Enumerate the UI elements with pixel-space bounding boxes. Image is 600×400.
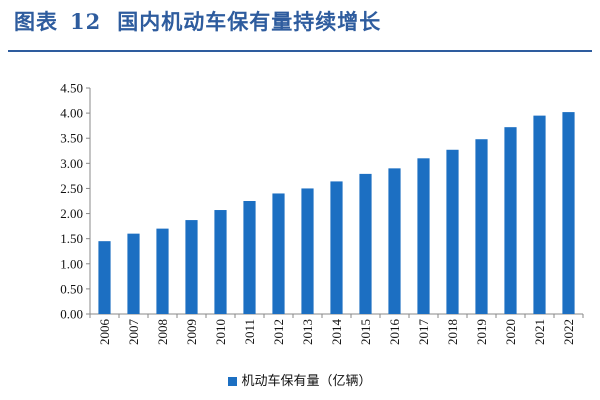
- legend-swatch: [228, 377, 238, 386]
- y-tick-label: 0.50: [60, 281, 83, 296]
- x-tick-label-2009: 2009: [184, 319, 199, 345]
- figure-title: 图表 12 国内机动车保有量持续增长: [14, 6, 381, 36]
- title-underline: [8, 50, 592, 52]
- y-tick-label: 2.00: [60, 206, 83, 221]
- bar-2007: [127, 233, 140, 314]
- y-tick-label: 4.00: [60, 106, 83, 121]
- x-tick-label-2013: 2013: [300, 319, 315, 345]
- figure-title-text: 国内机动车保有量持续增长: [117, 9, 382, 34]
- legend-label: 机动车保有量（亿辆）: [241, 374, 372, 389]
- x-tick-label-2017: 2017: [416, 319, 431, 346]
- bar-2015: [359, 173, 372, 314]
- bar-2022: [562, 112, 575, 315]
- bar-2016: [388, 168, 401, 314]
- x-tick-label-2012: 2012: [271, 319, 286, 345]
- x-tick-label-2008: 2008: [155, 319, 170, 345]
- bar-2019: [475, 139, 488, 314]
- x-tick-label-2021: 2021: [532, 319, 547, 345]
- bar-2009: [185, 220, 198, 314]
- x-tick-label-2007: 2007: [126, 319, 141, 346]
- x-tick-label-2006: 2006: [97, 319, 112, 346]
- bar-2006: [98, 241, 111, 314]
- bar-2008: [156, 228, 169, 314]
- y-tick-label: 1.00: [60, 256, 83, 271]
- bar-2013: [301, 188, 314, 314]
- bar-2014: [330, 181, 343, 314]
- bar-2021: [533, 115, 546, 314]
- legend: 机动车保有量（亿辆）: [0, 370, 600, 389]
- x-tick-label-2014: 2014: [329, 319, 344, 346]
- y-tick-label: 3.00: [60, 156, 83, 171]
- bar-2020: [504, 127, 517, 314]
- x-tick-label-2015: 2015: [358, 319, 373, 345]
- x-tick-label-2020: 2020: [503, 319, 518, 345]
- x-tick-label-2018: 2018: [445, 319, 460, 345]
- y-tick-label: 4.50: [60, 81, 83, 96]
- y-tick-label: 1.50: [60, 231, 83, 246]
- figure-number: 12: [70, 9, 102, 34]
- figure-label: 图表: [14, 9, 58, 34]
- bar-2011: [243, 201, 256, 314]
- x-tick-label-2011: 2011: [242, 319, 257, 345]
- y-tick-label: 0.00: [60, 307, 83, 322]
- x-tick-label-2010: 2010: [213, 319, 228, 345]
- x-tick-label-2022: 2022: [561, 319, 576, 345]
- y-tick-label: 2.50: [60, 181, 83, 196]
- bar-2018: [446, 149, 459, 314]
- bar-2010: [214, 210, 227, 314]
- x-tick-label-2019: 2019: [474, 319, 489, 345]
- bar-2017: [417, 158, 430, 314]
- x-tick-label-2016: 2016: [387, 319, 402, 346]
- y-tick-label: 3.50: [60, 131, 83, 146]
- bar-2012: [272, 193, 285, 314]
